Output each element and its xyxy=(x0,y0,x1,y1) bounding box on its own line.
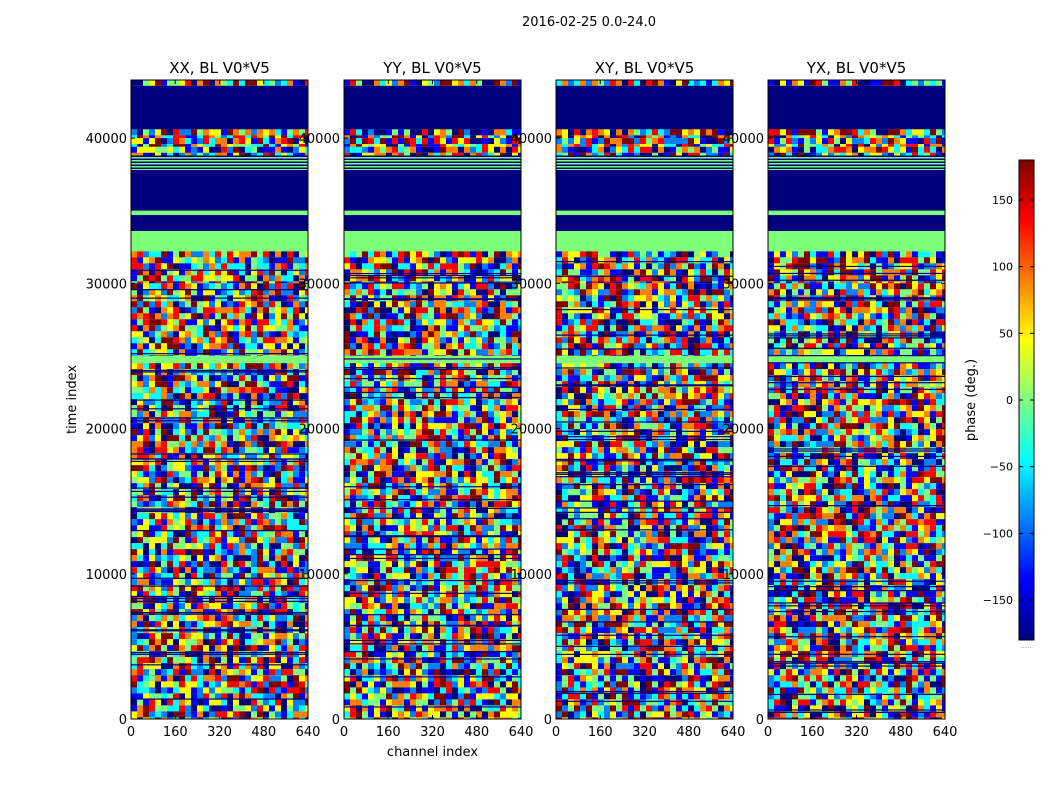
panel-2: XY, BL V0*V5 0 160 320 480 640 0 10000 20000 3000… xyxy=(511,59,746,740)
panel-title: YX, BL V0*V5 xyxy=(806,59,907,77)
y-tick-label: 10000 xyxy=(299,568,340,583)
colorbar-tick-label: 100 xyxy=(992,261,1013,274)
x-tick-label: 160 xyxy=(800,725,825,740)
x-tick-label: 0 xyxy=(764,725,772,740)
colorbar-label: phase (deg.) xyxy=(964,359,979,441)
y-tick-label: 20000 xyxy=(299,423,340,438)
panels: XX, BL V0*V5 0 160 320 480 640 0 10000 20000 3000… xyxy=(65,59,957,760)
x-tick-label: 320 xyxy=(207,725,232,740)
y-tick-label: 30000 xyxy=(86,277,127,292)
x-tick-label: 480 xyxy=(888,725,913,740)
y-tick-label: 0 xyxy=(544,713,552,728)
panel-title: XX, BL V0*V5 xyxy=(169,59,270,77)
y-tick-label: 40000 xyxy=(723,132,764,147)
panel-title: XY, BL V0*V5 xyxy=(595,59,695,77)
x-tick-label: 640 xyxy=(721,725,746,740)
colorbar-footnote: ..... xyxy=(1020,642,1031,650)
y-tick-label: 10000 xyxy=(86,568,127,583)
y-tick-label: 40000 xyxy=(299,132,340,147)
colorbar-tick-label: 150 xyxy=(992,194,1013,207)
x-axis-label: channel index xyxy=(387,745,478,760)
heatmap-image xyxy=(768,80,945,719)
y-tick-label: 0 xyxy=(756,713,764,728)
x-tick-label: 480 xyxy=(464,725,489,740)
colorbar-tick-label: −100 xyxy=(983,527,1013,540)
colorbar-tick-label: 0 xyxy=(1006,394,1013,407)
y-tick-label: 30000 xyxy=(299,277,340,292)
y-tick-label: 10000 xyxy=(511,568,552,583)
x-tick-label: 320 xyxy=(632,725,657,740)
panel-title: YY, BL V0*V5 xyxy=(382,59,481,77)
y-tick-label: 30000 xyxy=(511,277,552,292)
x-tick-label: 640 xyxy=(296,725,321,740)
panel-3: YX, BL V0*V5 0 160 320 480 640 0 10000 20000 3000… xyxy=(723,59,958,740)
x-tick-label: 640 xyxy=(509,725,534,740)
x-tick-label: 0 xyxy=(127,725,135,740)
heatmap-image xyxy=(131,80,308,719)
x-tick-label: 480 xyxy=(251,725,276,740)
x-tick-label: 160 xyxy=(163,725,188,740)
y-tick-label: 20000 xyxy=(511,423,552,438)
y-tick-label: 40000 xyxy=(86,132,127,147)
panel-1: YY, BL V0*V5 0 160 320 480 640 0 10000 20000 3000… xyxy=(299,59,534,760)
y-tick-label: 20000 xyxy=(86,423,127,438)
panel-0: XX, BL V0*V5 0 160 320 480 640 0 10000 20000 3000… xyxy=(65,59,320,740)
x-tick-label: 0 xyxy=(340,725,348,740)
colorbar-tick-label: −50 xyxy=(990,461,1013,474)
x-tick-label: 320 xyxy=(844,725,869,740)
x-tick-label: 480 xyxy=(676,725,701,740)
y-tick-label: 20000 xyxy=(723,423,764,438)
x-tick-label: 320 xyxy=(420,725,445,740)
x-tick-label: 0 xyxy=(552,725,560,740)
x-tick-label: 640 xyxy=(933,725,958,740)
y-axis-label: time index xyxy=(65,365,80,434)
colorbar-ticks: −150 −100 −50 0 50 100 150 xyxy=(983,194,1034,607)
x-tick-label: 160 xyxy=(376,725,401,740)
y-tick-label: 0 xyxy=(332,713,340,728)
y-tick-label: 30000 xyxy=(723,277,764,292)
heatmap-image xyxy=(556,80,733,719)
heatmap-image xyxy=(344,80,521,719)
y-tick-label: 0 xyxy=(119,713,127,728)
colorbar-tick-label: 50 xyxy=(999,327,1013,340)
x-tick-label: 160 xyxy=(588,725,613,740)
y-tick-label: 40000 xyxy=(511,132,552,147)
colorbar: −150 −100 −50 0 50 100 150 phase (deg.) ..... xyxy=(964,159,1035,650)
figure-title: 2016-02-25 0.0-24.0 xyxy=(522,15,656,30)
y-tick-label: 10000 xyxy=(723,568,764,583)
colorbar-tick-label: −150 xyxy=(983,594,1013,607)
